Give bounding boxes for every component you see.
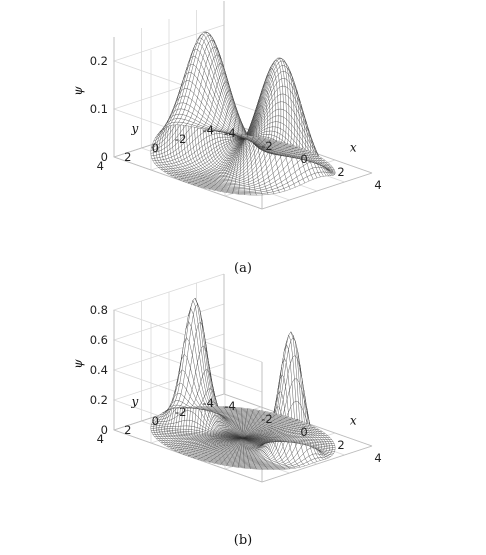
y-tick-label: -2 <box>175 405 186 419</box>
x-tick-label: 2 <box>337 165 344 179</box>
surface-mesh <box>151 298 335 469</box>
y-tick-label: -4 <box>203 396 214 410</box>
y-tick-label: -2 <box>175 132 186 146</box>
z-axis-label: ψ <box>71 86 85 96</box>
z-tick-label: 0 <box>101 423 108 437</box>
x-axis-label: x <box>350 414 357 428</box>
y-axis-label: y <box>130 395 138 409</box>
y-tick-label: 0 <box>152 414 159 428</box>
x-tick-label: -4 <box>224 399 235 413</box>
x-tick-label: 0 <box>300 152 307 166</box>
z-tick-label: 0.1 <box>90 102 108 116</box>
z-tick-label: 0.4 <box>90 363 108 377</box>
z-tick-label: 0.6 <box>90 333 108 347</box>
x-axis-label: x <box>350 141 357 155</box>
x-tick-label: -2 <box>261 139 272 153</box>
z-axis-label: ψ <box>71 359 85 369</box>
x-tick-label: 2 <box>337 438 344 452</box>
z-tick-label: 0.2 <box>90 393 108 407</box>
x-tick-label: 0 <box>300 425 307 439</box>
y-tick-label: 2 <box>124 423 131 437</box>
caption-b: (b) <box>234 533 252 548</box>
y-tick-label: 0 <box>152 141 159 155</box>
z-tick-label: 0.2 <box>90 54 108 68</box>
x-tick-label: -4 <box>224 126 235 140</box>
x-tick-label: -2 <box>261 412 272 426</box>
caption-a: (a) <box>234 261 252 276</box>
y-tick-label: -4 <box>203 123 214 137</box>
x-tick-label: 4 <box>374 451 381 465</box>
surface-mesh <box>151 32 335 195</box>
y-tick-label: 2 <box>124 150 131 164</box>
x-tick-label: 4 <box>374 178 381 192</box>
z-tick-label: 0 <box>101 150 108 164</box>
z-tick-label: 0.8 <box>90 303 108 317</box>
y-axis-label: y <box>130 122 138 136</box>
